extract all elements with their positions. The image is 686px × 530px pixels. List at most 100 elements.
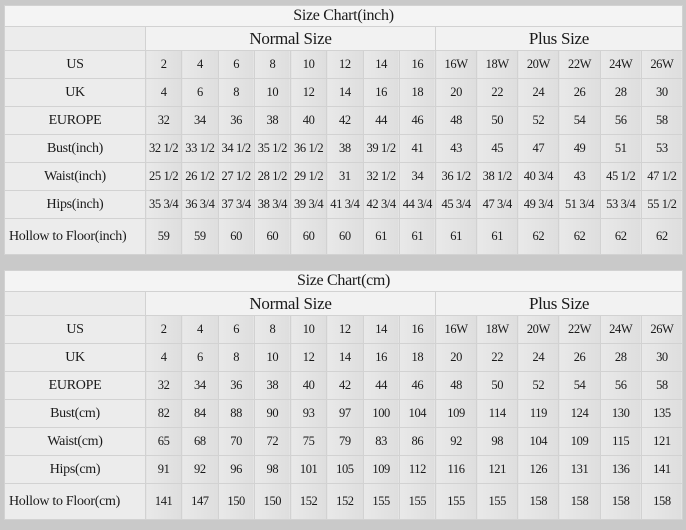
table-cell: 32 <box>144 371 183 400</box>
table-cell: 42 <box>326 371 364 400</box>
table-cell: 16 <box>398 50 437 79</box>
table-cell: 158 <box>558 483 601 520</box>
table-cell: 14 <box>362 50 400 79</box>
table-cell: 24W <box>599 315 642 344</box>
table-cell: 119 <box>517 399 560 428</box>
table-row: Waist(cm) 65 68 70 72 75 79 83 86 92 98 104 109 115 12… <box>4 427 684 456</box>
table-cell: 28 1/2 <box>253 162 292 191</box>
table-row: Hollow to Floor(cm) 141 147 150 150 152 152 155… <box>4 483 684 520</box>
table-row: UK 4 6 8 10 12 14 16 18 20 22 24 26 28 30 <box>4 343 684 372</box>
table-cell: 26W <box>640 50 683 79</box>
table-cell: 26W <box>640 315 684 344</box>
table-cell: 27 1/2 <box>217 162 255 191</box>
table-cell: 46 <box>398 371 437 400</box>
table-cell: 6 <box>217 315 255 344</box>
table-cell: 44 3/4 <box>398 190 437 219</box>
table-cell: 25 1/2 <box>144 162 183 191</box>
plus-size-header: Plus Size <box>434 291 684 316</box>
table-cell: 62 <box>517 218 560 255</box>
row-label: Bust(inch) <box>4 134 146 163</box>
row-label: US <box>4 315 146 344</box>
table-cell: 130 <box>599 399 642 428</box>
table-cell: 141 <box>640 455 684 484</box>
row-label: Hollow to Floor(inch) <box>4 218 146 255</box>
table-cell: 39 3/4 <box>289 190 328 219</box>
table-cell: 150 <box>253 483 292 520</box>
row-label: Waist(cm) <box>4 427 146 456</box>
table-cell: 33 1/2 <box>181 134 219 163</box>
table-cell: 32 1/2 <box>144 134 183 163</box>
table-cell: 22 <box>476 343 519 372</box>
table-cell: 24 <box>517 343 560 372</box>
table-cell: 18 <box>398 78 437 107</box>
table-cell: 92 <box>181 455 219 484</box>
table-cell: 54 <box>558 106 601 135</box>
table-cell: 28 <box>599 343 642 372</box>
table-cell: 141 <box>144 483 183 520</box>
row-label: Hips(inch) <box>4 190 146 219</box>
table-cell: 56 <box>599 106 642 135</box>
table-cell: 44 <box>362 106 400 135</box>
table-cell: 14 <box>362 315 400 344</box>
table-cell: 45 1/2 <box>599 162 642 191</box>
table-cell: 37 3/4 <box>217 190 255 219</box>
table-cell: 147 <box>181 483 219 520</box>
table-cell: 91 <box>144 455 183 484</box>
table-cell: 58 <box>640 106 683 135</box>
table-cell: 36 1/2 <box>289 134 328 163</box>
table-cell: 10 <box>253 78 292 107</box>
table-cell: 10 <box>289 50 328 79</box>
table-cell: 53 3/4 <box>599 190 642 219</box>
table-cell: 90 <box>253 399 292 428</box>
table-cell: 98 <box>476 427 519 456</box>
row-label: UK <box>4 343 146 372</box>
row-label: Hollow to Floor(cm) <box>4 483 146 520</box>
table-cell: 47 <box>517 134 560 163</box>
table-cell: 47 3/4 <box>476 190 519 219</box>
table-cell: 104 <box>398 399 437 428</box>
table-row: Hips(inch) 35 3/4 36 3/4 37 3/4 38 3/4 39 3/4… <box>4 190 683 219</box>
table-row: Waist(inch) 25 1/2 26 1/2 27 1/2 28 1/2 29 1/… <box>4 162 683 191</box>
table-cell: 40 <box>289 106 328 135</box>
table-cell: 152 <box>326 483 364 520</box>
plus-size-header: Plus Size <box>435 26 683 51</box>
table-row: Bust(inch) 32 1/2 33 1/2 34 1/2 35 1/2 36 1/2… <box>4 134 683 163</box>
table-cell: 26 <box>558 78 601 107</box>
table-cell: 14 <box>326 343 364 372</box>
table-cell: 16 <box>398 315 437 344</box>
table-cell: 38 1/2 <box>476 162 519 191</box>
table-cell: 155 <box>434 483 478 520</box>
table-cell: 47 1/2 <box>640 162 683 191</box>
table-cell: 34 1/2 <box>217 134 255 163</box>
table-row: Hollow to Floor(inch) 59 59 60 60 60 60 61 61 61 6… <box>4 218 683 255</box>
table-cell: 45 <box>476 134 519 163</box>
table-cell: 4 <box>144 343 183 372</box>
normal-size-header: Normal Size <box>145 291 436 316</box>
table-cell: 75 <box>289 427 328 456</box>
table-cell: 51 3/4 <box>558 190 601 219</box>
table-cell: 42 3/4 <box>362 190 400 219</box>
table-cell: 14 <box>326 78 364 107</box>
table-cell: 136 <box>599 455 642 484</box>
normal-size-header: Normal Size <box>145 26 436 51</box>
table-cell: 121 <box>640 427 684 456</box>
row-label: EUROPE <box>4 106 146 135</box>
table-cell: 16 <box>362 343 400 372</box>
group-header-row: Normal Size Plus Size <box>4 26 683 51</box>
row-label: UK <box>4 78 146 107</box>
table-cell: 60 <box>289 218 328 255</box>
table-cell: 150 <box>217 483 255 520</box>
row-label: Hips(cm) <box>4 455 146 484</box>
table-cell: 49 3/4 <box>517 190 560 219</box>
table-cell: 126 <box>517 455 560 484</box>
table-cell: 68 <box>181 427 219 456</box>
table-cell: 109 <box>558 427 601 456</box>
table-cell: 43 <box>558 162 601 191</box>
table-cell: 12 <box>289 343 328 372</box>
table-cell: 61 <box>434 218 478 255</box>
table-cell: 40 <box>289 371 328 400</box>
table-cell: 26 1/2 <box>181 162 219 191</box>
table-cell: 36 <box>217 106 255 135</box>
table-cell: 34 <box>181 371 219 400</box>
table-cell: 158 <box>640 483 684 520</box>
